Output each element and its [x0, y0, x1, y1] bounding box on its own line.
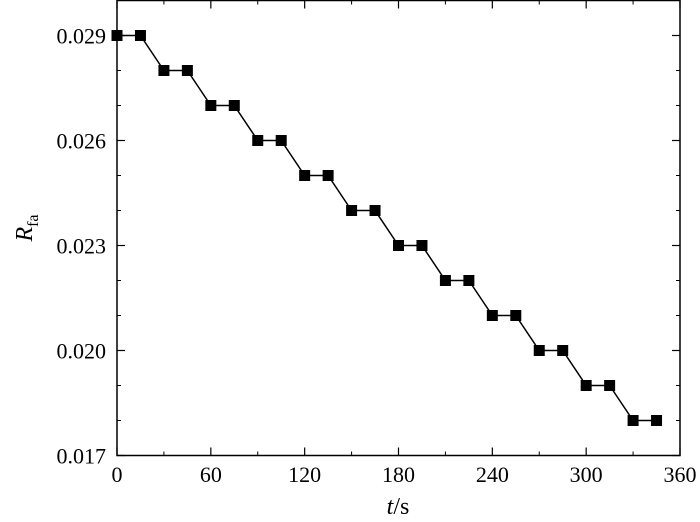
data-point — [510, 310, 522, 321]
data-point — [463, 275, 475, 286]
x-tick-label: 300 — [570, 462, 603, 487]
y-tick-label: 0.023 — [57, 234, 107, 259]
tick-labels: 0 60 120 180 240 300 360 0.017 0.020 0.023 0.026 0.… — [57, 24, 697, 488]
data-point — [439, 275, 451, 286]
data-point — [580, 380, 592, 391]
x-axis-label-unit: /s — [393, 494, 409, 520]
data-point — [627, 415, 639, 426]
y-tick-label: 0.020 — [57, 339, 107, 364]
ticks — [116, 0, 681, 457]
data-point — [346, 205, 358, 216]
x-tick-label: 60 — [200, 462, 222, 487]
x-axis-label: t/s — [387, 494, 410, 520]
y-axis-label-sub: fa — [25, 214, 42, 226]
x-tick-label: 180 — [382, 462, 415, 487]
y-tick-label: 0.029 — [57, 24, 107, 49]
data-point — [393, 240, 404, 251]
x-tick-label: 120 — [288, 462, 321, 487]
x-tick-label: 0 — [112, 462, 123, 487]
y-axis-label-var: R — [12, 227, 38, 243]
x-axis-label-var: t — [387, 494, 395, 520]
data-point — [604, 380, 616, 391]
data-point — [557, 345, 569, 356]
data-point — [228, 100, 240, 111]
series-line — [117, 34, 657, 422]
data-point — [486, 310, 498, 321]
data-point — [416, 240, 428, 251]
x-tick-label: 360 — [664, 462, 697, 487]
data-point — [299, 170, 311, 181]
data-point — [651, 415, 663, 426]
data-point — [205, 100, 217, 111]
y-tick-label: 0.017 — [57, 444, 107, 469]
plot-frame — [116, 0, 681, 457]
data-point — [134, 30, 146, 41]
data-point — [181, 65, 193, 76]
data-point — [369, 205, 381, 216]
y-axis-label: Rfa — [12, 214, 42, 242]
y-tick-label: 0.026 — [57, 129, 107, 154]
x-tick-label: 240 — [476, 462, 509, 487]
data-point — [158, 65, 170, 76]
series — [111, 30, 663, 426]
data-point — [111, 30, 123, 41]
data-point — [322, 170, 334, 181]
data-point — [275, 135, 287, 146]
data-point — [533, 345, 545, 356]
data-point — [252, 135, 264, 146]
